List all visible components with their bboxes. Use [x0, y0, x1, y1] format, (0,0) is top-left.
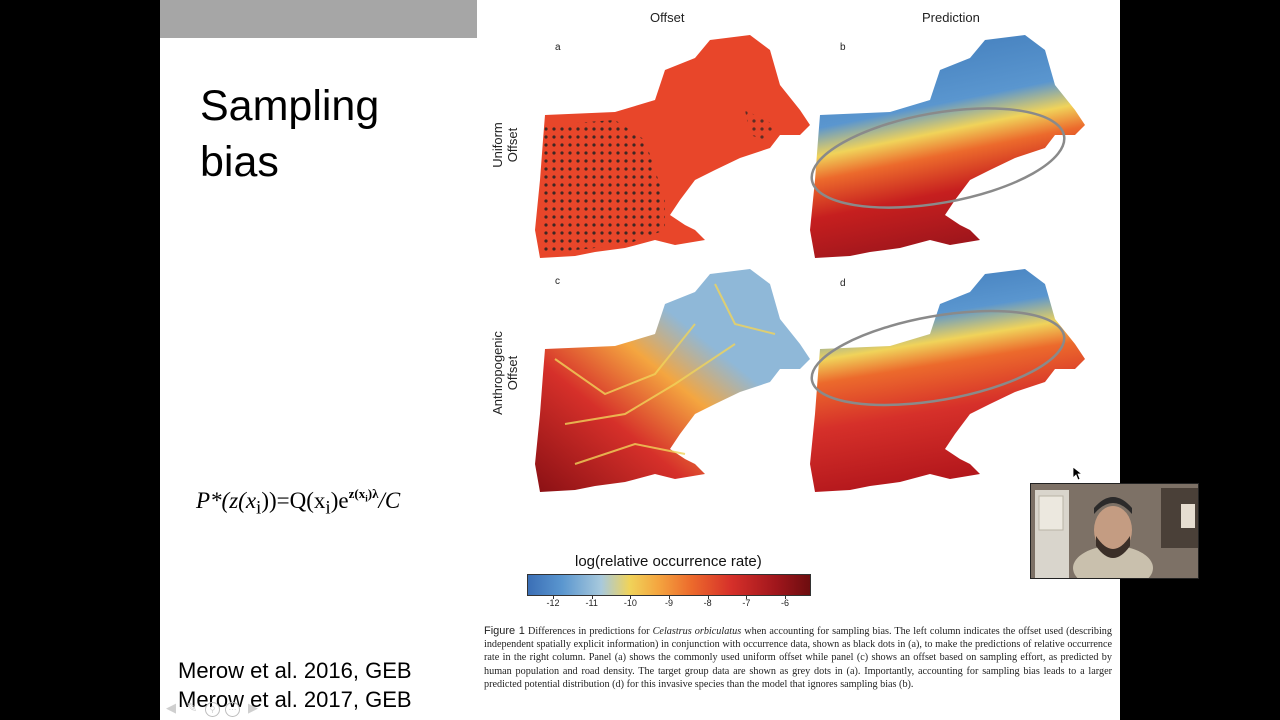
header-band	[160, 0, 477, 38]
formula-rhs: /C	[378, 488, 401, 513]
formula-mid2: )e	[330, 488, 349, 513]
panel-letter-d: d	[840, 278, 846, 289]
caption-text-after: when accounting for sampling bias. The l…	[484, 626, 1112, 690]
colorbar-tick-label: -8	[703, 598, 712, 608]
reference-2016: Merow et al. 2016, GEB	[178, 658, 412, 683]
colorbar-tick-mark	[669, 596, 670, 599]
colorbar-tick-label: -11	[585, 598, 598, 608]
slide: Sampling bias P*(z(xi))=Q(xi)ez(xi)λ/C M…	[160, 0, 1120, 720]
colorbar-tick-mark	[553, 596, 554, 599]
map-panel-a	[535, 35, 810, 258]
formula-exponent: z(xi)λ	[348, 486, 379, 504]
colorbar-tick-mark	[630, 596, 632, 599]
map-panel-d	[810, 269, 1085, 492]
panel-letter-b: b	[840, 42, 846, 53]
colorbar-tick-label: -12	[546, 598, 560, 608]
formula-sub: i	[256, 497, 262, 519]
colorbar-tick-label: -10	[623, 598, 637, 608]
colorbar-title: log(relative occurrence rate)	[575, 553, 762, 570]
caption-label: Figure 1	[484, 625, 525, 637]
panel-letter-a: a	[555, 42, 561, 53]
back-arrow-icon[interactable]: ◀	[166, 701, 176, 716]
webcam-video	[1030, 483, 1199, 579]
presenter-avatar	[1031, 484, 1198, 578]
colorbar-tick-label: -6	[780, 598, 790, 608]
row-label-uniform: Uniform Offset	[490, 122, 520, 168]
figure-caption: Figure 1 Differences in predictions for …	[484, 625, 1112, 691]
forward-arrow-icon[interactable]: ▶	[248, 701, 258, 716]
formula-sub: i	[325, 497, 331, 519]
colorbar-tick-mark	[746, 596, 748, 599]
figure: Offset Prediction Uniform Offset Anthropo…	[480, 0, 1120, 720]
colorbar-tick-mark	[785, 596, 786, 599]
menu-icon[interactable]: ⋯	[225, 701, 240, 717]
formula-mid: ))=Q(x	[261, 488, 326, 513]
colorbar-tick-mark	[707, 596, 709, 599]
pen-icon[interactable]: ✎	[186, 701, 198, 716]
zoom-icon[interactable]: ⚲	[205, 701, 220, 717]
slide-nav-controls: ◀ ✎ ⚲ ⋯ ▶	[163, 700, 261, 718]
colorbar	[527, 574, 811, 596]
map-panel-c	[535, 269, 810, 492]
cursor-icon	[1073, 467, 1083, 481]
caption-species: Celastrus orbiculatus	[652, 626, 742, 637]
map-panel-b	[810, 35, 1085, 258]
formula-lhs: P*(z(x	[196, 488, 257, 513]
column-header-prediction: Prediction	[922, 10, 980, 25]
row-label-anthropogenic: Anthropogenic Offset	[490, 331, 520, 415]
colorbar-tick-label: -7	[742, 598, 751, 608]
slide-title: Sampling bias	[200, 82, 380, 186]
column-header-offset: Offset	[650, 10, 685, 25]
colorbar-tick-mark	[591, 596, 593, 599]
caption-text-before: Differences in predictions for	[524, 626, 653, 637]
panel-letter-c: c	[555, 276, 560, 287]
colorbar-tick-label: -9	[664, 598, 674, 608]
bias-formula: P*(z(xi))=Q(xi)ez(xi)λ/C	[196, 486, 400, 520]
